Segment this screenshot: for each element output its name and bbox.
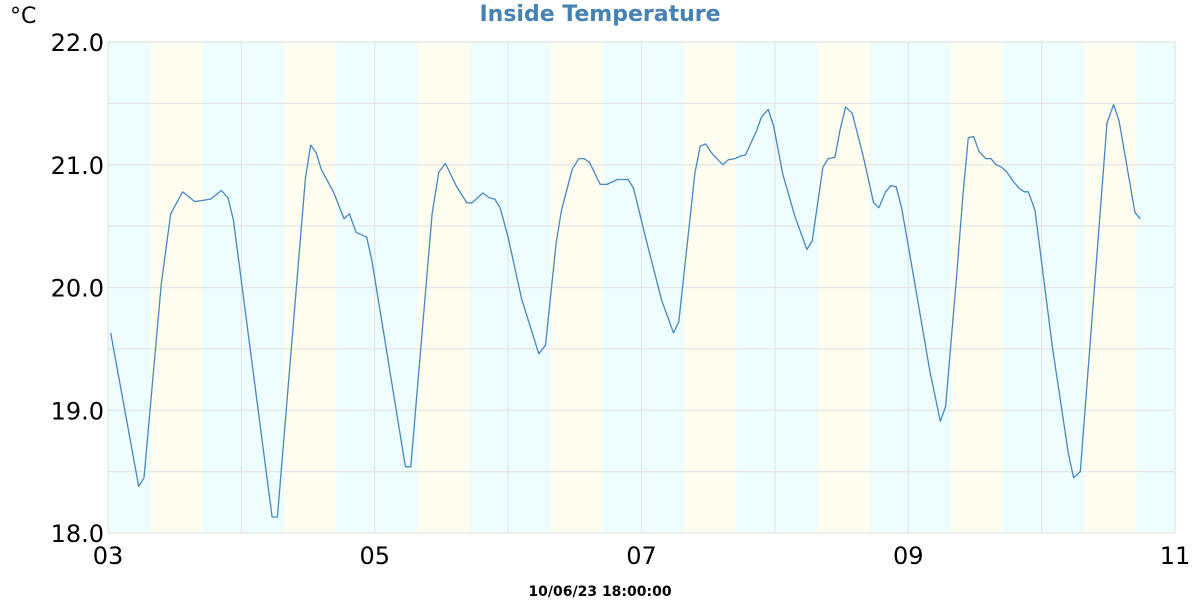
y-tick-label: 21.0 — [51, 152, 104, 180]
y-tick-label: 19.0 — [51, 397, 104, 425]
y-axis-label: °C — [10, 4, 37, 29]
x-tick-label: 11 — [1160, 542, 1191, 570]
temperature-line — [110, 103, 1141, 518]
x-tick-label: 09 — [893, 542, 924, 570]
x-tick-label: 07 — [626, 542, 657, 570]
x-tick-label: 03 — [93, 542, 124, 570]
y-tick-label: 18.0 — [51, 520, 104, 548]
x-tick-label: 05 — [359, 542, 390, 570]
chart-title: Inside Temperature — [479, 2, 721, 27]
y-tick-label: 22.0 — [51, 29, 104, 57]
y-tick-label: 20.0 — [51, 275, 104, 303]
footer-timestamp: 10/06/23 18:00:00 — [528, 584, 672, 600]
